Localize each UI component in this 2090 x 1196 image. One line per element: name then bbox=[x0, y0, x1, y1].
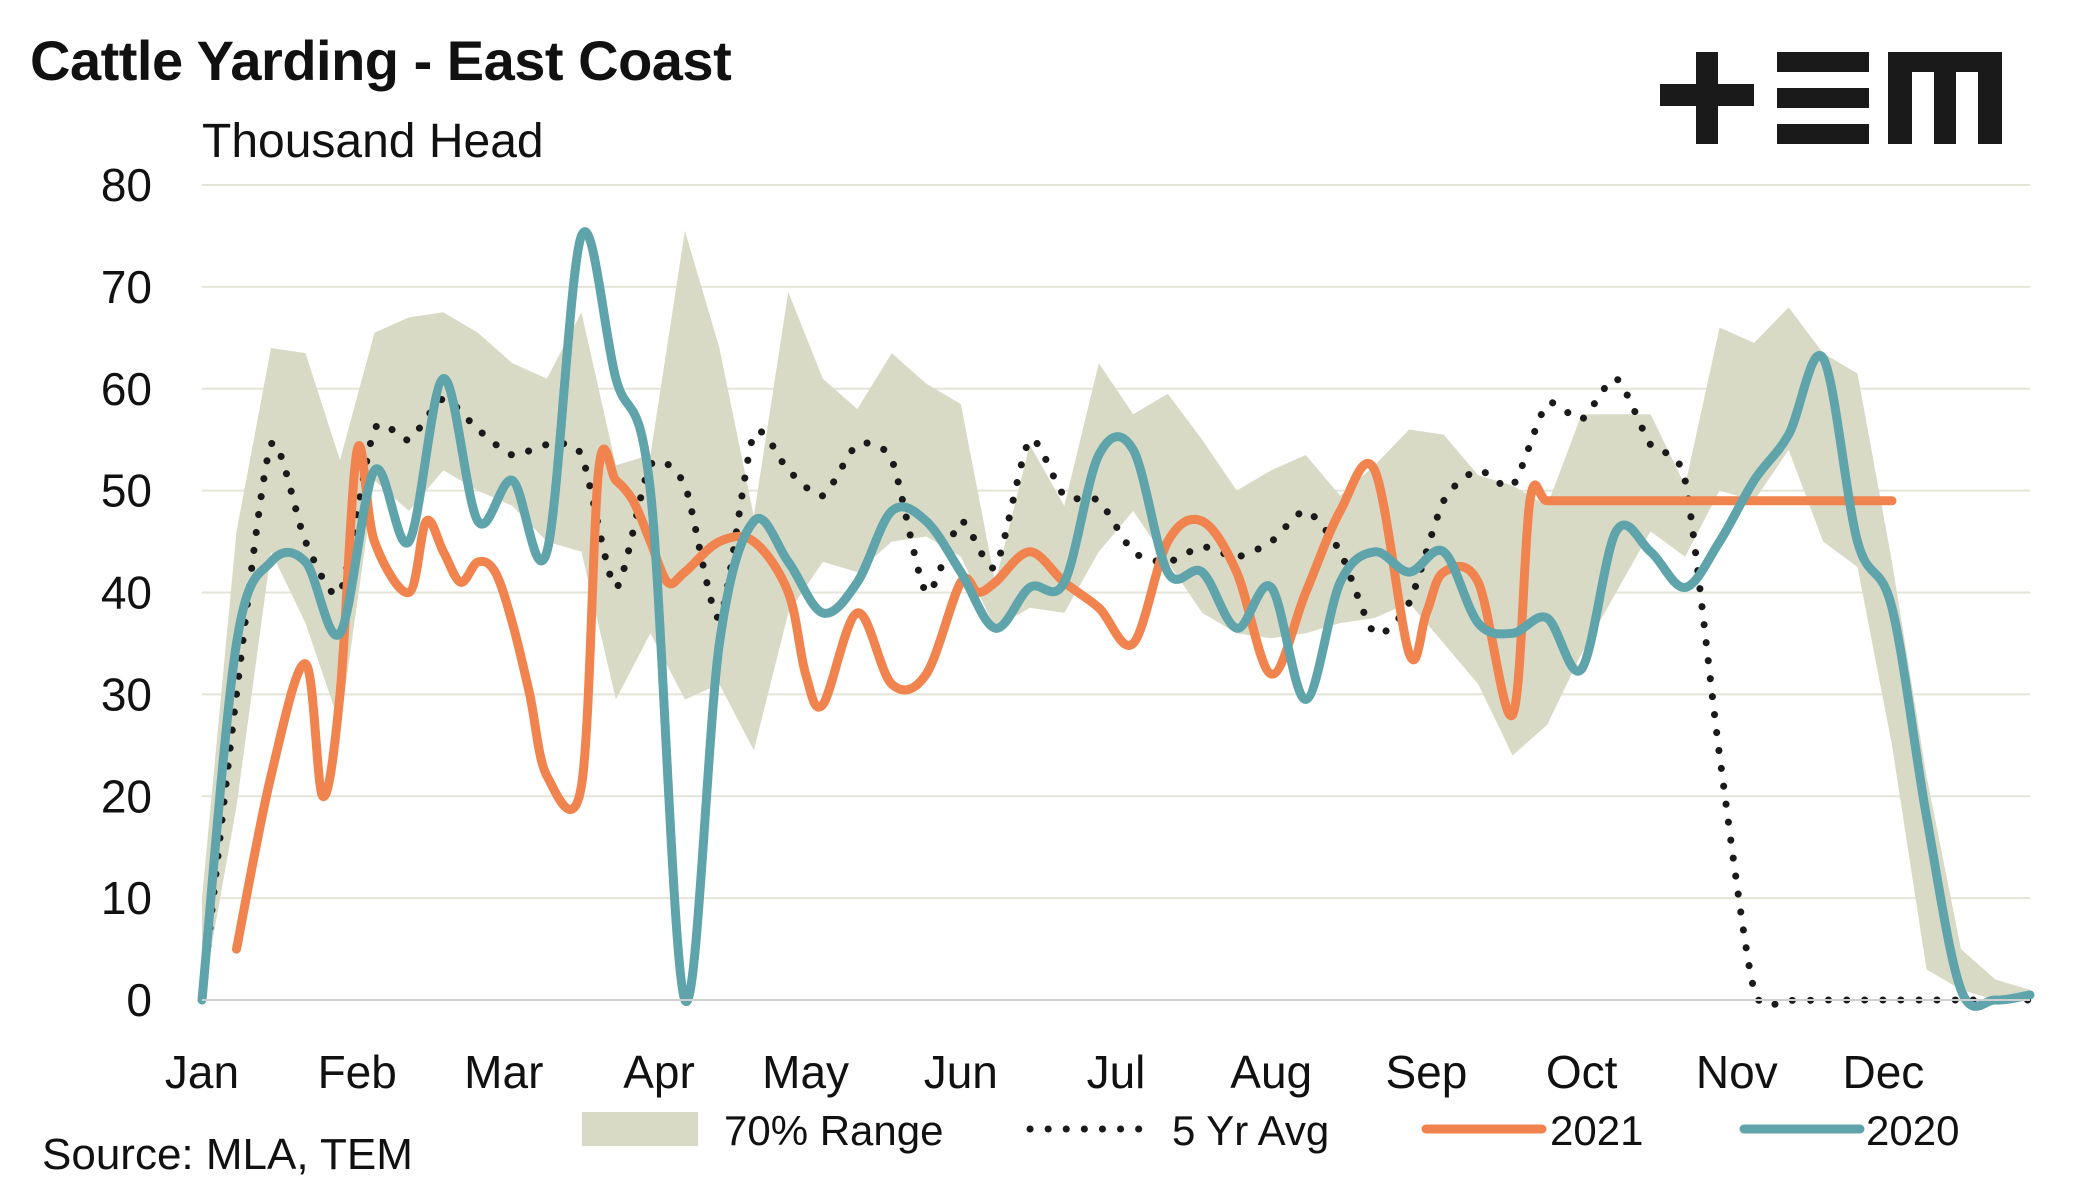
x-tick-label-feb: Feb bbox=[318, 1046, 397, 1098]
range-band-70pct bbox=[202, 230, 2030, 1001]
y-tick-label: 0 bbox=[126, 974, 152, 1026]
x-tick-label-aug: Aug bbox=[1230, 1046, 1312, 1098]
x-tick-label-oct: Oct bbox=[1546, 1046, 1618, 1098]
x-tick-label-dec: Dec bbox=[1843, 1046, 1925, 1098]
tem-logo-graphic bbox=[1660, 52, 2002, 144]
legend: 70% Range 5 Yr Avg 2021 2020 bbox=[582, 1107, 1959, 1154]
x-tick-label-jul: Jul bbox=[1087, 1046, 1146, 1098]
y-tick-label: 10 bbox=[101, 872, 152, 924]
y-tick-label: 60 bbox=[101, 363, 152, 415]
legend-label-avg: 5 Yr Avg bbox=[1172, 1107, 1329, 1154]
x-tick-label-apr: Apr bbox=[623, 1046, 695, 1098]
y-tick-label: 80 bbox=[101, 159, 152, 211]
legend-label-2020: 2020 bbox=[1866, 1107, 1959, 1154]
y-axis-unit-label: Thousand Head bbox=[202, 115, 544, 168]
series-line-5yr-avg bbox=[198, 375, 2034, 1009]
source-note: Source: MLA, TEM bbox=[42, 1130, 413, 1179]
chart-title: Cattle Yarding - East Coast bbox=[30, 29, 732, 92]
y-tick-label: 30 bbox=[101, 668, 152, 720]
legend-swatch-range bbox=[582, 1112, 698, 1146]
y-axis-ticks: 0 10 20 30 40 50 60 70 80 bbox=[101, 159, 152, 1026]
x-tick-label-may: May bbox=[762, 1046, 849, 1098]
legend-label-2021: 2021 bbox=[1550, 1107, 1643, 1154]
tem-logo bbox=[1660, 52, 2010, 153]
x-axis-ticks: Jan Feb Mar Apr May Jun Jul Aug Sep Oct Nov Dec bbox=[165, 1046, 1924, 1098]
x-tick-label-jan: Jan bbox=[165, 1046, 239, 1098]
x-tick-label-jun: Jun bbox=[924, 1046, 998, 1098]
y-tick-label: 70 bbox=[101, 261, 152, 313]
gridlines bbox=[202, 184, 2030, 900]
x-tick-label-mar: Mar bbox=[464, 1046, 543, 1098]
x-tick-label-nov: Nov bbox=[1696, 1046, 1778, 1098]
legend-label-range: 70% Range bbox=[724, 1107, 944, 1154]
x-tick-label-sep: Sep bbox=[1385, 1046, 1467, 1098]
series-line-2020 bbox=[197, 227, 2035, 1011]
y-tick-label: 40 bbox=[101, 567, 152, 619]
series-line-2021 bbox=[232, 441, 1897, 954]
y-tick-label: 20 bbox=[101, 770, 152, 822]
y-tick-label: 50 bbox=[101, 465, 152, 517]
